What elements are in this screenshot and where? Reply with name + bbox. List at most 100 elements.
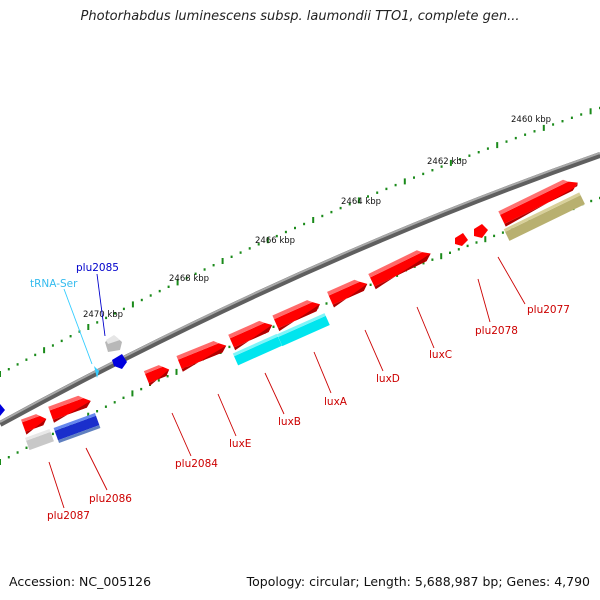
edge-blue-feature[interactable] (0, 404, 5, 416)
scale-tick (114, 312, 116, 315)
scale-tick (376, 191, 379, 194)
scale-tick (25, 358, 28, 361)
grey-feature[interactable] (25, 429, 54, 451)
scale-tick (266, 237, 269, 244)
scale-tick (312, 217, 315, 223)
scale-tick (524, 133, 527, 136)
scale-tick (167, 285, 170, 288)
scale-tick (496, 142, 499, 149)
gene-plu2084-arrow[interactable] (143, 362, 172, 386)
scale-tick (87, 324, 90, 330)
scale-tick (248, 247, 251, 250)
label-plu2085: plu2085 (76, 262, 119, 274)
scale-tick (239, 251, 242, 254)
inner-tick (369, 283, 372, 286)
scale-tick (580, 113, 583, 116)
cyan-features[interactable] (232, 313, 330, 366)
scale-tick (176, 279, 179, 286)
label-luxE: luxE (229, 438, 251, 450)
label-plu2087: plu2087 (47, 510, 90, 522)
scale-tick (394, 183, 397, 187)
gene-plu2077-arrow[interactable] (498, 174, 581, 227)
scale-tick (385, 187, 388, 191)
forward-features (20, 174, 585, 435)
scale-label-2464: 2464 kbp (341, 197, 381, 207)
scale-tick (321, 214, 324, 218)
olive-feature[interactable] (503, 192, 585, 241)
blue-feature[interactable] (53, 412, 101, 444)
inner-tick (157, 379, 160, 382)
scale-tick (533, 130, 536, 133)
scale-tick (51, 344, 54, 347)
scale-tick (348, 203, 351, 206)
scale-tick (570, 116, 573, 119)
trna-ser-feature[interactable] (94, 366, 99, 378)
map-title: Photorhabdus luminescens subsp. laumondi… (80, 9, 520, 24)
inner-tick (431, 258, 434, 261)
inner-tick (175, 368, 178, 375)
scale-tick (284, 230, 287, 234)
inner-tick (7, 456, 10, 459)
scale-tick (230, 255, 233, 258)
inner-tick (484, 236, 487, 243)
label-plu2077: plu2077 (527, 304, 570, 316)
inner-tick (475, 241, 478, 244)
label-luxA: luxA (324, 396, 348, 408)
accession-text: Accession: NC_005126 (9, 574, 152, 589)
scale-tick (131, 301, 134, 308)
scale-tick (477, 151, 480, 154)
scale-tick (69, 335, 72, 338)
scale-tick (561, 120, 564, 123)
scale-tick (514, 136, 517, 140)
inner-tick (104, 405, 107, 408)
gene-plu2086-arrow[interactable] (48, 392, 93, 423)
scale-tick (34, 353, 37, 357)
gene-plu2087-arrow[interactable] (20, 411, 49, 435)
scale-tick (105, 316, 108, 320)
gene-plu2085-feature[interactable] (105, 335, 127, 369)
scale-tick (203, 268, 206, 271)
label-tRNA-Ser: tRNA-Ser (30, 278, 78, 290)
inner-tick (422, 262, 425, 265)
scale-label-2462: 2462 kbp (427, 157, 467, 167)
inner-tick (493, 234, 496, 238)
inner-tick (16, 451, 19, 454)
gene-plu2078-arrow[interactable] (455, 224, 488, 246)
scale-tick (505, 140, 508, 143)
scale-tick (413, 176, 415, 179)
gene-luxC-arrow[interactable] (368, 245, 434, 290)
inner-tick (440, 253, 443, 260)
scale-tick (339, 206, 342, 210)
scale-tick (367, 195, 369, 198)
inner-tick (122, 396, 125, 399)
scale-tick (212, 264, 215, 267)
scale-tick (0, 371, 1, 377)
scale-tick (16, 363, 19, 366)
inner-tick (325, 302, 328, 305)
scale-tick (60, 339, 63, 343)
gene-luxE-arrow[interactable] (176, 337, 229, 372)
inner-tick (457, 248, 460, 251)
scale-tick (589, 108, 592, 115)
scale-tick (257, 243, 260, 246)
scale-tick (486, 147, 489, 150)
label-luxB: luxB (278, 416, 301, 428)
scale-tick (459, 158, 462, 161)
inner-tick (140, 387, 143, 391)
scale-tick (330, 210, 333, 214)
scale-tick (303, 222, 306, 226)
inner-tick (228, 345, 231, 349)
gene-luxB-arrow[interactable] (228, 317, 275, 351)
gene-luxA-arrow[interactable] (272, 296, 323, 332)
inner-tick (166, 375, 169, 378)
scale-label-2470: 2470 kbp (83, 310, 123, 320)
label-luxC: luxC (429, 349, 452, 361)
gene-luxD-arrow[interactable] (327, 276, 370, 308)
inner-tick (25, 446, 28, 449)
outer-scale-track (0, 106, 600, 377)
inner-tick (113, 401, 116, 404)
scale-label-2468: 2468 kbp (169, 274, 209, 284)
scale-tick (449, 159, 452, 166)
scale-tick (275, 234, 278, 238)
